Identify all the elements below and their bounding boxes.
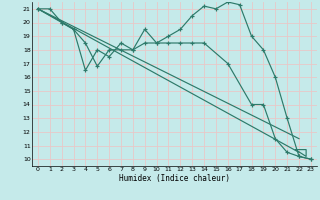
X-axis label: Humidex (Indice chaleur): Humidex (Indice chaleur) (119, 174, 230, 183)
